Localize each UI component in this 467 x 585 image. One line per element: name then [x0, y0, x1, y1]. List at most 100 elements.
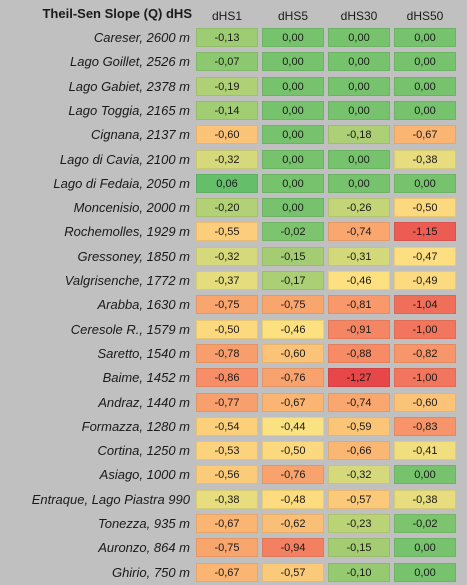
heatmap-cell: -0,26 [328, 198, 390, 218]
heatmap-cell: -0,38 [196, 489, 258, 509]
table-row: Gressoney, 1850 m -0,32 -0,15 -0,31 -0,47 [0, 245, 467, 269]
column-header-dhs1: dHS1 [211, 9, 243, 23]
table-row: Cignana, 2137 m -0,60 0,00 -0,18 -0,67 [0, 123, 467, 147]
table-row: Lago Toggia, 2165 m -0,14 0,00 0,00 0,00 [0, 99, 467, 123]
heatmap-cell: -0,32 [196, 149, 258, 169]
heatmap-cell: -0,94 [262, 538, 324, 558]
heatmap-cell: -0,14 [196, 100, 258, 120]
site-label: Ceresole R., 1579 m [70, 321, 190, 337]
heatmap-cell: -0,07 [196, 52, 258, 72]
column-header-dhs50: dHS50 [406, 9, 444, 23]
heatmap-cell: -1,04 [394, 295, 456, 315]
heatmap-cell: -0,46 [328, 271, 390, 290]
heatmap-cell: 0,00 [394, 538, 456, 558]
site-label: Lago Gabiet, 2378 m [68, 78, 190, 94]
table-row: Ghirio, 750 m -0,67 -0,57 -0,10 0,00 [0, 561, 467, 585]
heatmap-cell: -0,31 [328, 246, 390, 266]
heatmap-cell: 0,00 [394, 28, 456, 47]
heatmap-cell: -0,55 [196, 222, 258, 242]
site-label: Valgrisenche, 1772 m [64, 273, 190, 288]
site-label: Auronzo, 864 m [98, 540, 190, 556]
heatmap-cell: 0,00 [394, 100, 456, 120]
heatmap-cell: -0,38 [394, 489, 456, 509]
heatmap-cell: -0,75 [196, 295, 258, 315]
heatmap-cell: 0,00 [328, 149, 390, 169]
heatmap-cell: -0,13 [196, 28, 258, 47]
heatmap-cell: -0,88 [328, 343, 390, 363]
table-row: Cortina, 1250 m -0,53 -0,50 -0,66 -0,41 [0, 439, 467, 463]
heatmap-cell: -0,86 [196, 368, 258, 388]
table-row: Entraque, Lago Piastra 990 -0,38 -0,48 -0,5… [0, 488, 467, 512]
heatmap-cell: 0,00 [394, 76, 456, 96]
site-label: Lago di Cavia, 2100 m [59, 151, 190, 167]
table-row: Lago di Cavia, 2100 m -0,32 0,00 0,00 -0,38 [0, 148, 467, 172]
heatmap-cell: 0,00 [328, 28, 390, 47]
table-row: Careser, 2600 m -0,13 0,00 0,00 0,00 [0, 26, 467, 50]
heatmap-cell: 0,00 [262, 198, 324, 218]
table-row: Rochemolles, 1929 m -0,55 -0,02 -0,74 -1,15 [0, 220, 467, 244]
table-row: Valgrisenche, 1772 m -0,37 -0,17 -0,46 -0,49 [0, 269, 467, 293]
site-label: Baime, 1452 m [102, 370, 190, 386]
table-row: Ceresole R., 1579 m -0,50 -0,46 -0,91 -1,00 [0, 318, 467, 342]
site-label: Tonezza, 935 m [97, 516, 190, 531]
table-row: Moncenisio, 2000 m -0,20 0,00 -0,26 -0,50 [0, 196, 467, 220]
site-label: Lago Toggia, 2165 m [68, 102, 190, 118]
heatmap-cell: -0,37 [196, 271, 258, 290]
heatmap-cell: -0,10 [328, 562, 390, 582]
heatmap-cell: -0,74 [328, 392, 390, 412]
heatmap-cell: -1,00 [394, 368, 456, 388]
header-row: Theil-Sen Slope (Q) dHS dHS1 dHS5 dHS30 … [0, 0, 467, 26]
heatmap-cell: -0,77 [196, 392, 258, 412]
heatmap-cell: -0,54 [196, 416, 258, 436]
heatmap-cell: -0,59 [328, 416, 390, 436]
site-label: Formazza, 1280 m [81, 418, 190, 434]
table-row: Arabba, 1630 m -0,75 -0,75 -0,81 -1,04 [0, 293, 467, 317]
heatmap-cell: -0,02 [262, 222, 324, 242]
heatmap-cell: -0,60 [196, 125, 258, 145]
heatmap-cell: -0,75 [196, 538, 258, 558]
heatmap-cell: -0,38 [394, 149, 456, 169]
heatmap-cell: 0,00 [262, 52, 324, 72]
heatmap-cell: -1,00 [394, 319, 456, 339]
heatmap-cell: 0,00 [262, 100, 324, 120]
heatmap-cell: -0,74 [328, 222, 390, 242]
heatmap-cell: -1,15 [394, 222, 456, 242]
heatmap-cell: -0,50 [262, 441, 324, 461]
table-row: Andraz, 1440 m -0,77 -0,67 -0,74 -0,60 [0, 391, 467, 415]
table-row: Baime, 1452 m -0,86 -0,76 -1,27 -1,00 [0, 366, 467, 390]
heatmap-cell: -0,76 [262, 368, 324, 388]
site-label: Lago di Fedaia, 2050 m [53, 175, 190, 191]
site-label: Ghirio, 750 m [111, 564, 190, 580]
heatmap-cell: -0,56 [196, 465, 258, 485]
heatmap-cell: -0,67 [196, 562, 258, 582]
table-row: Saretto, 1540 m -0,78 -0,60 -0,88 -0,82 [0, 342, 467, 366]
heatmap-cell: -0,48 [262, 489, 324, 509]
table-row: Lago di Fedaia, 2050 m 0,06 0,00 0,00 0,00 [0, 172, 467, 196]
heatmap-cell: 0,00 [328, 100, 390, 120]
heatmap-cell: -0,75 [262, 295, 324, 315]
table-row: Auronzo, 864 m -0,75 -0,94 -0,15 0,00 [0, 536, 467, 560]
site-label: Entraque, Lago Piastra 990 [31, 491, 190, 507]
heatmap-cell: -0,53 [196, 441, 258, 461]
heatmap-cell: -0,49 [394, 271, 456, 290]
heatmap-cell: -0,91 [328, 319, 390, 339]
table-row: Asiago, 1000 m -0,56 -0,76 -0,32 0,00 [0, 463, 467, 487]
heatmap-cell: -0,57 [328, 489, 390, 509]
table-row: Lago Gabiet, 2378 m -0,19 0,00 0,00 0,00 [0, 75, 467, 99]
heatmap-cell: -0,17 [262, 271, 324, 290]
table-row: Formazza, 1280 m -0,54 -0,44 -0,59 -0,83 [0, 415, 467, 439]
heatmap-cell: -0,46 [262, 319, 324, 339]
heatmap-cell: -0,50 [394, 198, 456, 218]
heatmap-cell: -0,32 [328, 465, 390, 485]
heatmap-cell: 0,00 [394, 173, 456, 193]
site-label: Cortina, 1250 m [97, 443, 191, 459]
heatmap-cell: 0,00 [262, 149, 324, 169]
heatmap-cell: -0,76 [262, 465, 324, 485]
heatmap-cell: -0,32 [196, 246, 258, 266]
heatmap-cell: -1,27 [328, 368, 390, 388]
heatmap-cell: -0,67 [196, 514, 258, 533]
heatmap-cell: -0,62 [262, 514, 324, 533]
heatmap-cell: -0,44 [262, 416, 324, 436]
heatmap-cell: 0,00 [328, 173, 390, 193]
